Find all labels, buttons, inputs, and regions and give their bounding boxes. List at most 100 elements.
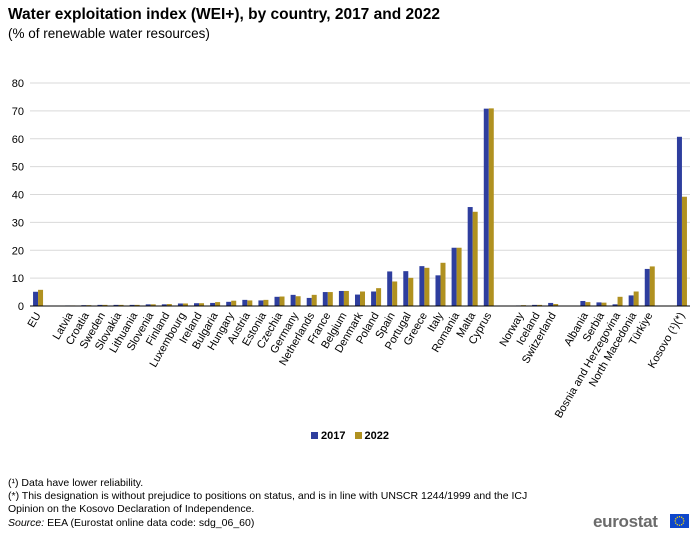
flag-star [678,524,681,526]
bar-2022 [295,296,301,306]
bar-2022 [488,108,494,307]
bar-2022 [537,304,543,306]
bar-2022 [231,300,237,306]
bar-2022 [134,304,140,306]
flag-star [674,520,676,522]
flag-star [676,524,679,526]
bar-2017 [274,296,280,306]
flag-star [682,518,684,520]
bar-2017 [338,290,344,306]
bar-2022 [585,302,591,306]
footnotes: (¹) Data have lower reliability. (*) Thi… [8,477,588,530]
bar-2017 [97,304,103,306]
bar-2017 [145,304,151,306]
bar-2017 [435,275,441,306]
bar-2017 [371,291,377,306]
bar-2022 [553,304,559,306]
flag-star [680,516,683,518]
bar-2017 [403,271,409,306]
bar-2022 [392,281,398,306]
bar-2022 [311,294,317,306]
flag-star [678,516,681,518]
y-tick-label: 70 [12,106,24,118]
flag-star [682,522,684,524]
bar-2017 [451,247,457,306]
bar-2017 [612,304,618,306]
x-tick-label: EU [26,310,44,329]
bar-2022 [376,288,382,306]
bar-2017 [532,304,538,306]
bar-2017 [387,271,393,306]
bar-2022 [263,299,269,306]
y-tick-label: 80 [12,78,24,90]
bar-2022 [408,277,414,306]
bar-2017 [194,303,200,306]
chart-subtitle: (% of renewable water resources) [8,26,210,41]
bar-2022 [343,290,349,306]
source-line: Source: EEA (Eurostat online data code: … [8,517,588,530]
bar-2017 [548,302,554,306]
flag-star [675,522,677,524]
legend-label-2022: 2022 [364,430,390,442]
flag-star [676,516,679,518]
bar-2022 [360,291,365,306]
bar-2017 [483,108,489,307]
bar-2017 [676,136,682,306]
footnote-reliability: (¹) Data have lower reliability. [8,477,144,489]
y-tick-label: 30 [12,217,24,229]
bar-2022 [150,304,156,306]
source-label: Source: [8,516,45,529]
bar-2017 [242,299,248,306]
y-tick-label: 10 [12,273,24,285]
bar-2022 [617,296,623,306]
bar-2022 [327,292,333,306]
bar-2022 [456,247,462,306]
bar-2017 [306,297,312,306]
bar-2022 [38,289,44,306]
footnote-kosovo-2: Opinion on the Kosovo Declaration of Ind… [8,503,255,516]
bar-2017 [467,207,473,306]
flag-star [683,520,685,522]
bar-2022 [649,266,655,306]
bar-2017 [113,304,119,306]
bar-2022 [279,296,285,306]
bar-2017 [419,266,425,306]
bar-chart: 0 10 20 30 40 50 60 70 80 EU LatviaCroatiaSwedenS… [12,78,690,421]
x-axis-labels: EU LatviaCroatiaSwedenSlovakiaLithuaniaSl… [26,310,688,421]
bar-2017 [644,268,650,306]
legend-item-2017: 2017 [310,430,346,442]
bar-2017 [290,294,296,306]
bar-2017 [33,291,39,306]
y-tick-label: 40 [12,190,24,202]
bar-2022 [199,303,205,306]
bar-2022 [472,211,478,306]
bar-2022 [424,267,430,306]
bar-2022 [182,303,188,306]
bar-2017 [210,302,216,306]
y-tick-label: 60 [12,134,24,146]
gridlines [30,82,690,279]
bar-2022 [102,304,108,306]
legend-label-2017: 2017 [320,430,346,442]
chart-title: Water exploitation index (WEI+), by coun… [8,6,440,23]
legend-swatch-2022 [354,432,362,439]
bar-2022 [166,304,172,306]
legend: 2017 2022 [0,430,700,442]
bar-2022 [118,304,124,306]
bar-2022 [681,196,687,306]
bar-2017 [596,302,602,306]
bars [33,108,687,307]
bar-2017 [258,300,264,306]
legend-item-2022: 2022 [354,430,390,442]
y-tick-label: 20 [12,245,24,257]
bar-2022 [247,300,253,306]
bar-2017 [161,304,167,306]
y-tick-label: 0 [18,301,24,313]
eurostat-logo-text: eurostat [593,512,658,531]
flag-star [675,518,677,520]
bar-2017 [580,300,586,306]
bar-2017 [129,304,135,306]
bar-2022 [215,302,221,306]
eu-flag-icon [670,514,689,528]
bar-2022 [633,291,639,306]
